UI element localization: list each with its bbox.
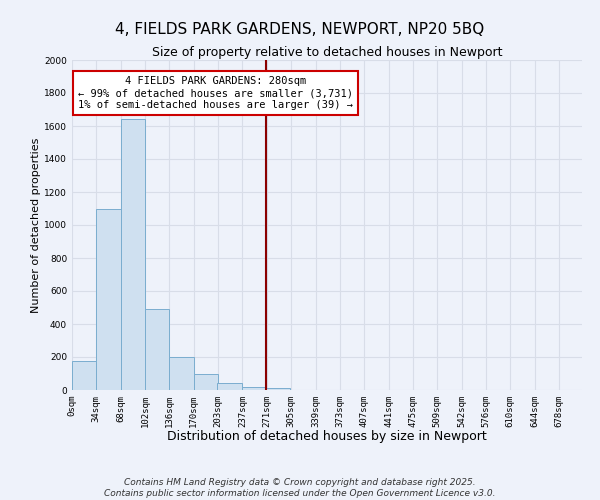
- Bar: [266, 388, 290, 390]
- Bar: [194, 374, 218, 390]
- Bar: [72, 361, 97, 390]
- Bar: [121, 120, 145, 390]
- Bar: [97, 210, 121, 390]
- Bar: [242, 386, 266, 390]
- Bar: [169, 357, 194, 390]
- Text: 4, FIELDS PARK GARDENS, NEWPORT, NP20 5BQ: 4, FIELDS PARK GARDENS, NEWPORT, NP20 5B…: [115, 22, 485, 38]
- Title: Size of property relative to detached houses in Newport: Size of property relative to detached ho…: [152, 46, 502, 59]
- Bar: [217, 384, 242, 390]
- X-axis label: Distribution of detached houses by size in Newport: Distribution of detached houses by size …: [167, 430, 487, 443]
- Text: Contains HM Land Registry data © Crown copyright and database right 2025.
Contai: Contains HM Land Registry data © Crown c…: [104, 478, 496, 498]
- Text: 4 FIELDS PARK GARDENS: 280sqm
← 99% of detached houses are smaller (3,731)
1% of: 4 FIELDS PARK GARDENS: 280sqm ← 99% of d…: [78, 76, 353, 110]
- Y-axis label: Number of detached properties: Number of detached properties: [31, 138, 41, 312]
- Bar: [145, 309, 169, 390]
